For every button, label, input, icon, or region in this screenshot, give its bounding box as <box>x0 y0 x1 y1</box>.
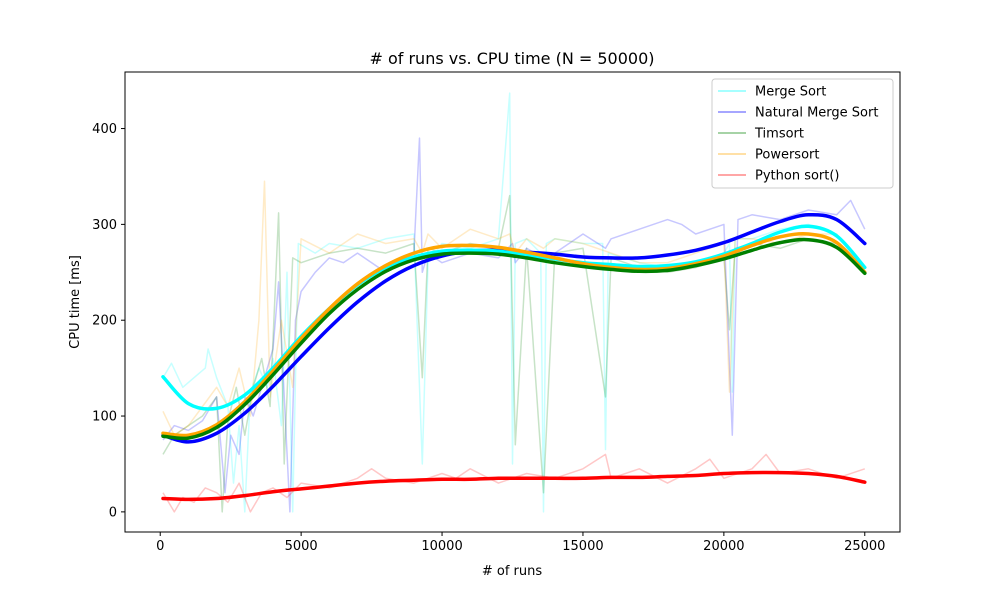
legend: Merge Sort Natural Merge Sort Timsort Power… <box>711 78 894 189</box>
legend-label-powersort: Powersort <box>755 148 819 163</box>
trend-series-layer <box>161 212 867 502</box>
legend-label-timsort: Timsort <box>754 127 804 142</box>
x-tick-label: 25000 <box>844 539 885 554</box>
legend-box <box>711 78 894 189</box>
x-tick-label: 20000 <box>703 539 744 554</box>
y-tick-label: 300 <box>92 218 117 233</box>
plot-frame <box>124 71 901 533</box>
trend-line-python-sort <box>161 470 867 502</box>
trend-line-timsort <box>161 237 867 441</box>
x-axis-label: # of runs <box>482 564 543 579</box>
x-tick-label: 5000 <box>285 539 318 554</box>
y-tick-label: 100 <box>92 410 117 425</box>
y-axis-label: CPU time [ms] <box>68 255 83 349</box>
trend-line-powersort <box>161 231 867 438</box>
x-tick-label: 0 <box>156 539 164 554</box>
chart-title: # of runs vs. CPU time (N = 50000) <box>369 49 654 68</box>
trend-line-merge-sort <box>161 224 867 411</box>
x-axis-ticks: 0 5000 10000 15000 20000 25000 <box>156 532 885 554</box>
x-tick-label: 10000 <box>421 539 462 554</box>
y-tick-label: 400 <box>92 122 117 137</box>
legend-label-python-sort: Python sort() <box>755 169 840 184</box>
x-tick-label: 15000 <box>562 539 603 554</box>
legend-label-merge-sort: Merge Sort <box>755 85 826 100</box>
y-tick-label: 0 <box>109 505 117 520</box>
y-tick-label: 200 <box>92 314 117 329</box>
y-axis-ticks: 0 100 200 300 400 <box>92 122 125 520</box>
legend-label-natural-merge-sort: Natural Merge Sort <box>755 106 878 121</box>
